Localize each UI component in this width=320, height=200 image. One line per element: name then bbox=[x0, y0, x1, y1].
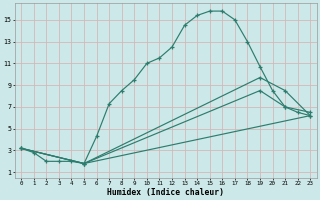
X-axis label: Humidex (Indice chaleur): Humidex (Indice chaleur) bbox=[107, 188, 224, 197]
